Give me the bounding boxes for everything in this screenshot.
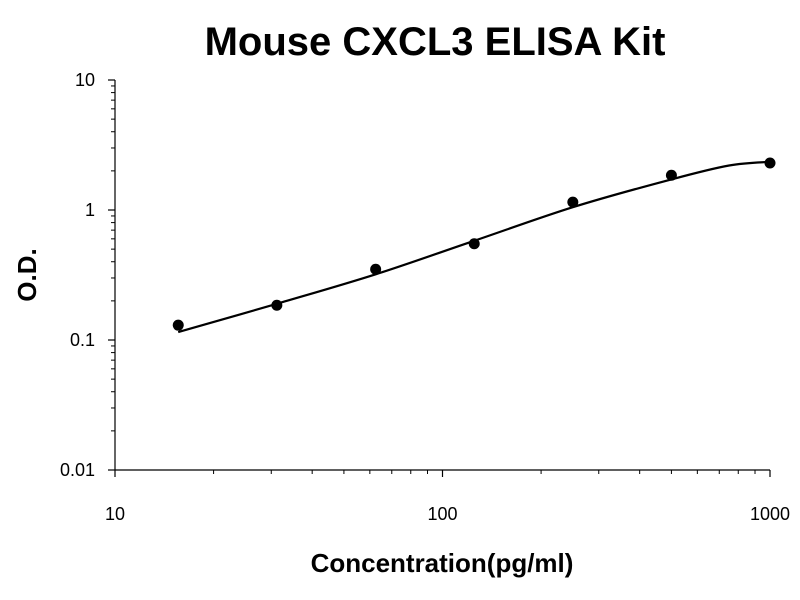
plot-area — [172, 157, 776, 334]
x-tick-label: 100 — [427, 504, 457, 524]
data-point — [665, 169, 677, 181]
data-point — [172, 319, 184, 331]
y-tick-label: 0.01 — [60, 460, 95, 480]
y-tick-label: 1 — [85, 200, 95, 220]
chart-title: Mouse CXCL3 ELISA Kit — [205, 20, 666, 64]
data-point — [764, 157, 776, 169]
axes: 0.01 0.1 1 10 10 100 1000 — [60, 70, 790, 524]
x-tick-label: 10 — [105, 504, 125, 524]
y-tick-label: 0.1 — [70, 330, 95, 350]
y-axis-label: O.D. — [12, 248, 42, 301]
data-point — [271, 299, 283, 311]
data-point — [370, 263, 382, 275]
x-tick-label: 1000 — [750, 504, 790, 524]
data-point — [567, 196, 579, 208]
y-tick-label: 10 — [75, 70, 95, 90]
data-point — [468, 238, 480, 250]
x-axis-label: Concentration(pg/ml) — [311, 548, 574, 578]
